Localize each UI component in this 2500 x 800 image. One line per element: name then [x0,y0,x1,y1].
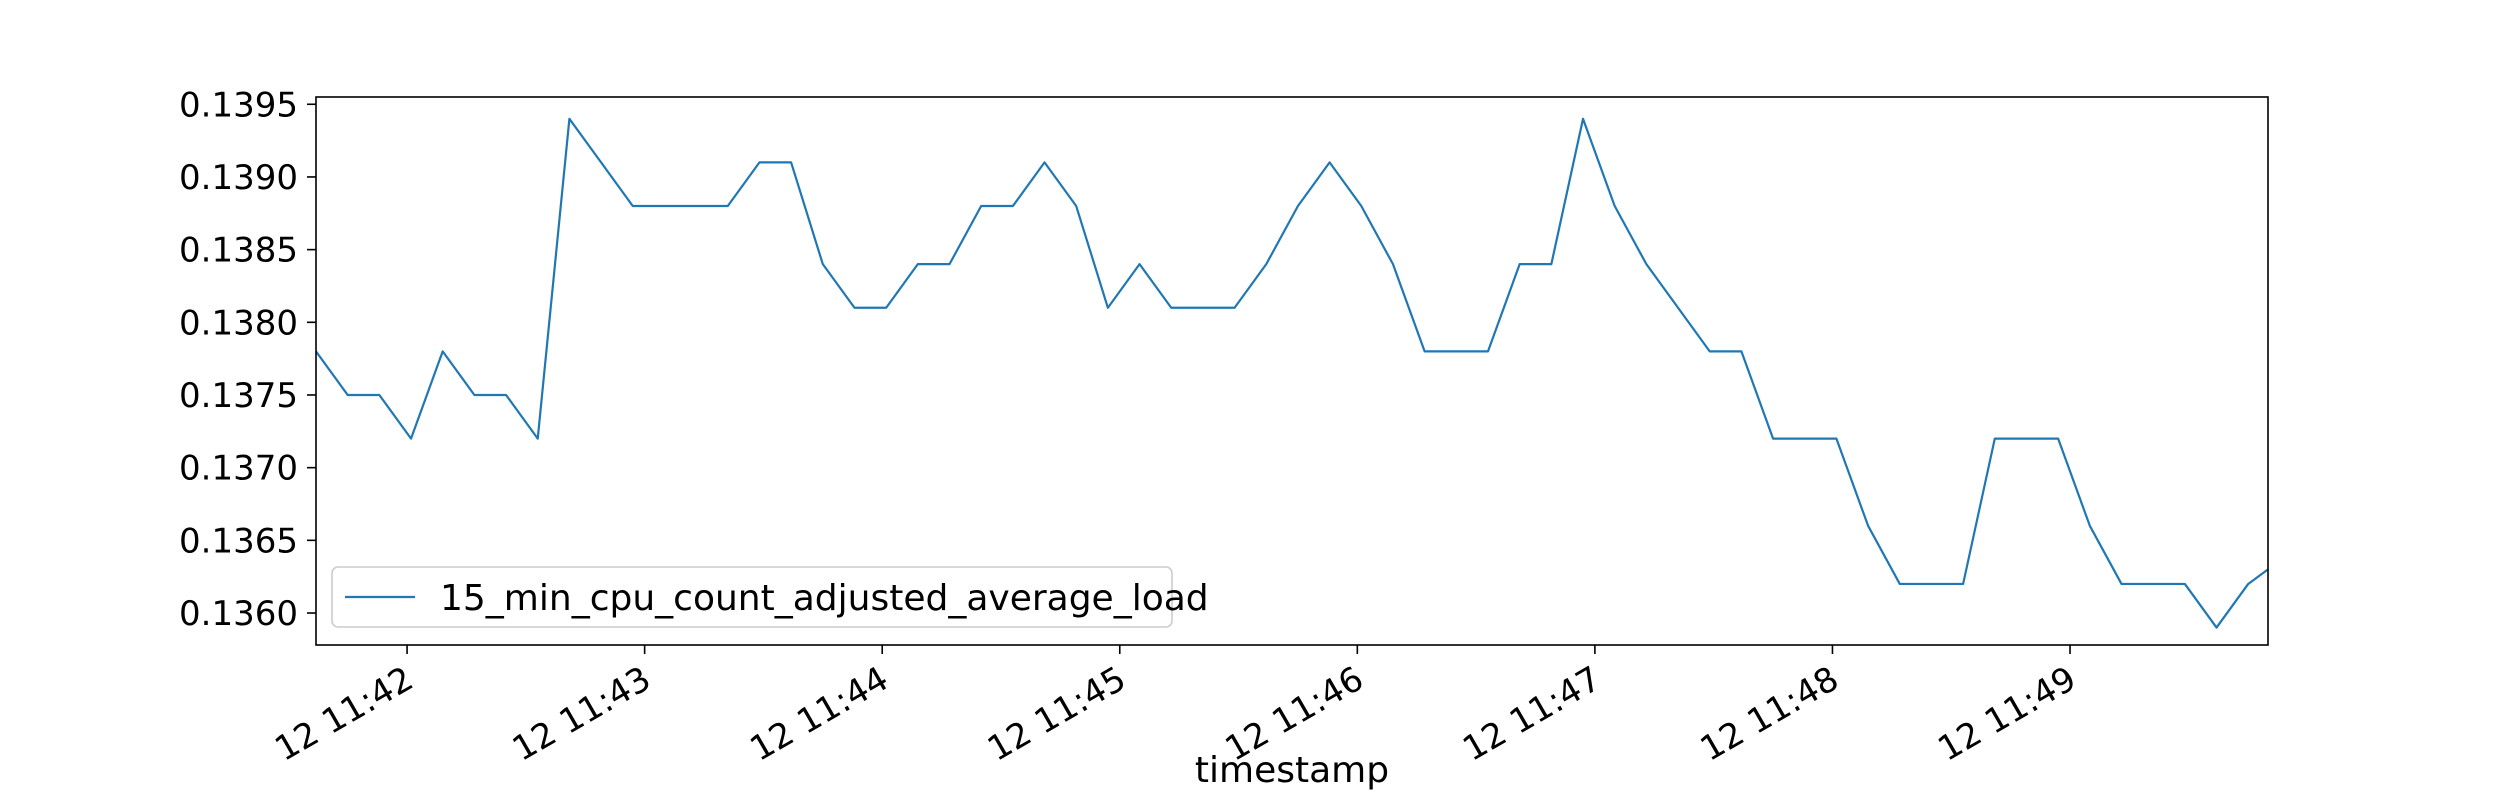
y-tick-label: 0.1360 [179,594,298,634]
x-tick-label: 12 11:44 [744,659,896,770]
x-tick-label: 12 11:43 [506,659,658,770]
legend-box [331,566,1173,628]
x-tick-label: 12 11:49 [1931,659,2083,770]
y-tick-label: 0.1375 [179,376,298,416]
x-axis: 12 11:42 12 11:43 12 11:44 12 11:45 12 11:46… [268,645,2083,770]
x-tick-label: 12 11:45 [981,659,1133,770]
x-tick-label: 12 11:48 [1694,659,1846,770]
legend-label: 15_min_cpu_count_adjusted_average_load [440,578,1209,619]
plot-data-layer [316,117,2268,629]
plot-area-frame [315,96,2269,646]
y-tick-label: 0.1385 [179,231,298,271]
x-tick-label: 12 11:47 [1456,659,1608,770]
y-tick-label: 0.1370 [179,449,298,489]
y-tick-label: 0.1390 [179,158,298,198]
legend: 15_min_cpu_count_adjusted_average_load [331,566,1209,628]
series-line [316,117,2268,629]
x-tick-label: 12 11:42 [268,659,420,770]
y-tick-label: 0.1395 [179,85,298,125]
y-tick-label: 0.1365 [179,521,298,561]
y-axis: 0.1360 0.1365 0.1370 0.1375 0.1380 0.1385 0.13… [179,85,316,634]
y-tick-label: 0.1380 [179,303,298,343]
x-axis-label: timestamp [1195,750,1389,791]
